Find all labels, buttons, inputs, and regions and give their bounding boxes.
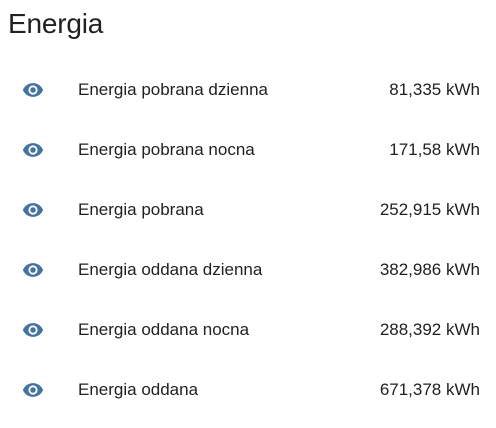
card-title: Energia bbox=[8, 8, 104, 39]
eye-icon[interactable] bbox=[17, 194, 49, 226]
entity-state[interactable]: 81,335 kWh bbox=[389, 80, 480, 99]
entity-row-energia-oddana[interactable]: Energia oddana 671,378 kWh bbox=[0, 360, 496, 420]
entity-state[interactable]: 171,58 kWh bbox=[389, 140, 480, 159]
entity-name[interactable]: Energia pobrana dzienna bbox=[78, 80, 268, 99]
entity-row-energia-pobrana-dzienna[interactable]: Energia pobrana dzienna 81,335 kWh bbox=[0, 60, 496, 120]
eye-icon[interactable] bbox=[17, 254, 49, 286]
entity-state[interactable]: 671,378 kWh bbox=[379, 380, 480, 399]
entity-state[interactable]: 252,915 kWh bbox=[379, 200, 480, 219]
entity-row-energia-pobrana[interactable]: Energia pobrana 252,915 kWh bbox=[0, 180, 496, 240]
entity-name[interactable]: Energia pobrana nocna bbox=[78, 140, 255, 159]
entity-name[interactable]: Energia pobrana bbox=[78, 200, 204, 219]
eye-icon[interactable] bbox=[17, 374, 49, 406]
entity-name[interactable]: Energia oddana bbox=[78, 380, 199, 399]
eye-icon[interactable] bbox=[17, 74, 49, 106]
eye-icon[interactable] bbox=[17, 134, 49, 166]
entity-name[interactable]: Energia oddana nocna bbox=[78, 320, 250, 339]
entity-list: Energia pobrana dzienna 81,335 kWh Energ… bbox=[0, 60, 496, 420]
eye-icon[interactable] bbox=[17, 314, 49, 346]
entity-state[interactable]: 382,986 kWh bbox=[379, 260, 480, 279]
entity-row-energia-oddana-nocna[interactable]: Energia oddana nocna 288,392 kWh bbox=[0, 300, 496, 360]
entity-row-energia-pobrana-nocna[interactable]: Energia pobrana nocna 171,58 kWh bbox=[0, 120, 496, 180]
entity-state[interactable]: 288,392 kWh bbox=[379, 320, 480, 339]
entity-name[interactable]: Energia oddana dzienna bbox=[78, 260, 263, 279]
entity-row-energia-oddana-dzienna[interactable]: Energia oddana dzienna 382,986 kWh bbox=[0, 240, 496, 300]
